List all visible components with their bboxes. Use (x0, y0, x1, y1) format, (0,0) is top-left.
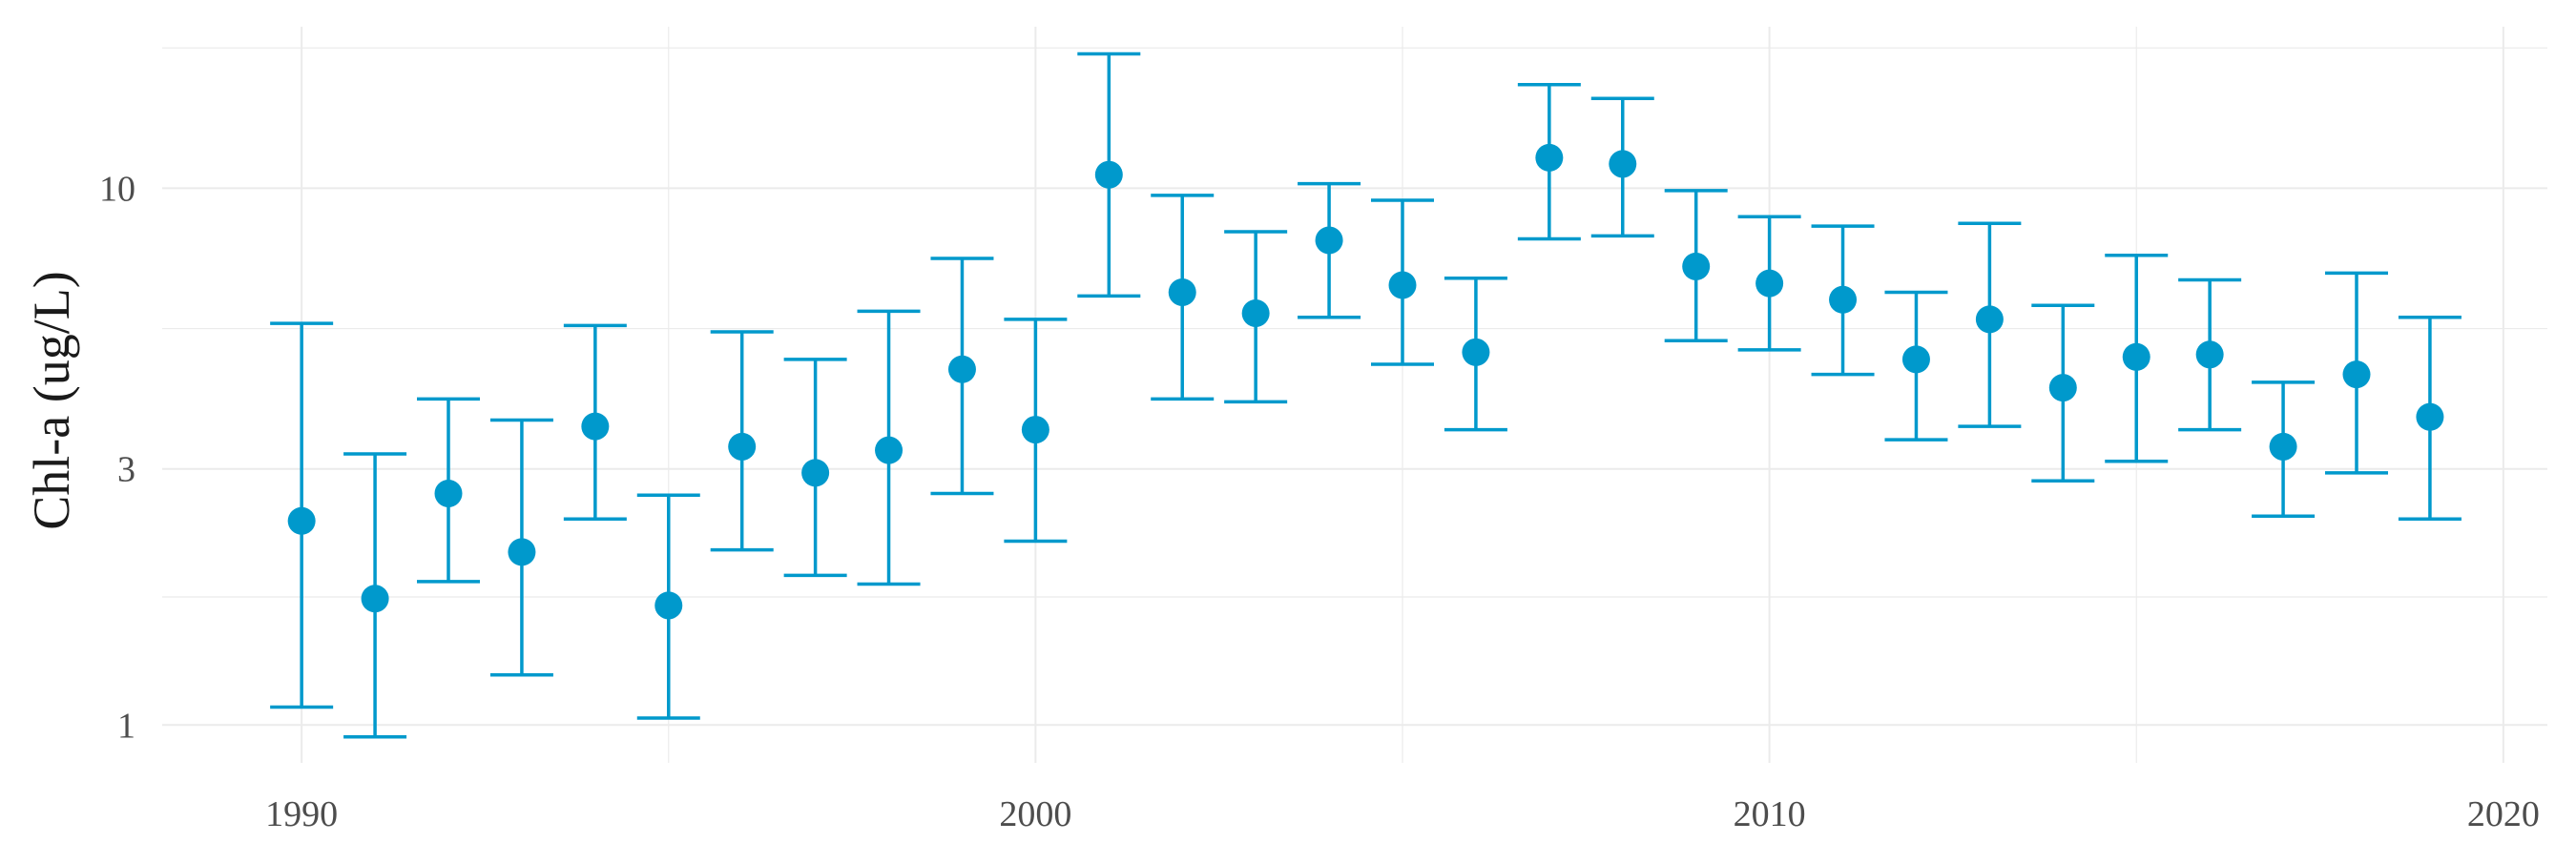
errorbar-layer (270, 51, 2462, 739)
x-tick-label: 1990 (265, 794, 338, 834)
data-point (361, 585, 389, 613)
data-point (1682, 252, 1711, 280)
data-point (2416, 402, 2444, 431)
data-point (1315, 226, 1343, 255)
data-point (1388, 271, 1417, 299)
y-tick-label: 10 (99, 169, 135, 209)
data-point (2195, 340, 2224, 369)
axis-layer: 1990 2000 2010 2020 1 3 10 (99, 169, 2540, 834)
data-point (1462, 338, 1490, 366)
data-point (2048, 374, 2077, 402)
data-point (287, 506, 316, 535)
data-point (947, 355, 976, 383)
data-point (801, 459, 830, 487)
x-tick-label: 2000 (999, 794, 1071, 834)
data-point (1609, 150, 1637, 178)
data-point (654, 591, 683, 620)
data-point (1168, 278, 1196, 307)
data-point (1241, 298, 1270, 327)
data-point (1021, 416, 1049, 444)
data-point (508, 538, 536, 566)
data-point (1829, 285, 1858, 314)
data-point (2342, 360, 2371, 389)
data-point (1094, 160, 1123, 189)
point-layer (287, 143, 2444, 620)
data-point (1755, 269, 1784, 298)
data-point (875, 436, 904, 464)
x-tick-label: 2020 (2467, 794, 2540, 834)
y-axis-title: Chl-a (ug/L) (23, 271, 80, 529)
data-point (434, 479, 463, 507)
data-point (1535, 143, 1564, 172)
y-tick-label: 1 (117, 706, 135, 746)
data-point (2269, 432, 2297, 461)
y-tick-label: 3 (117, 450, 135, 490)
data-point (2122, 342, 2150, 371)
grid-layer (162, 27, 2547, 763)
x-tick-label: 2010 (1734, 794, 1806, 834)
data-point (1975, 305, 2004, 334)
data-point (581, 412, 610, 441)
data-point (728, 432, 757, 461)
data-point (1901, 345, 1930, 374)
